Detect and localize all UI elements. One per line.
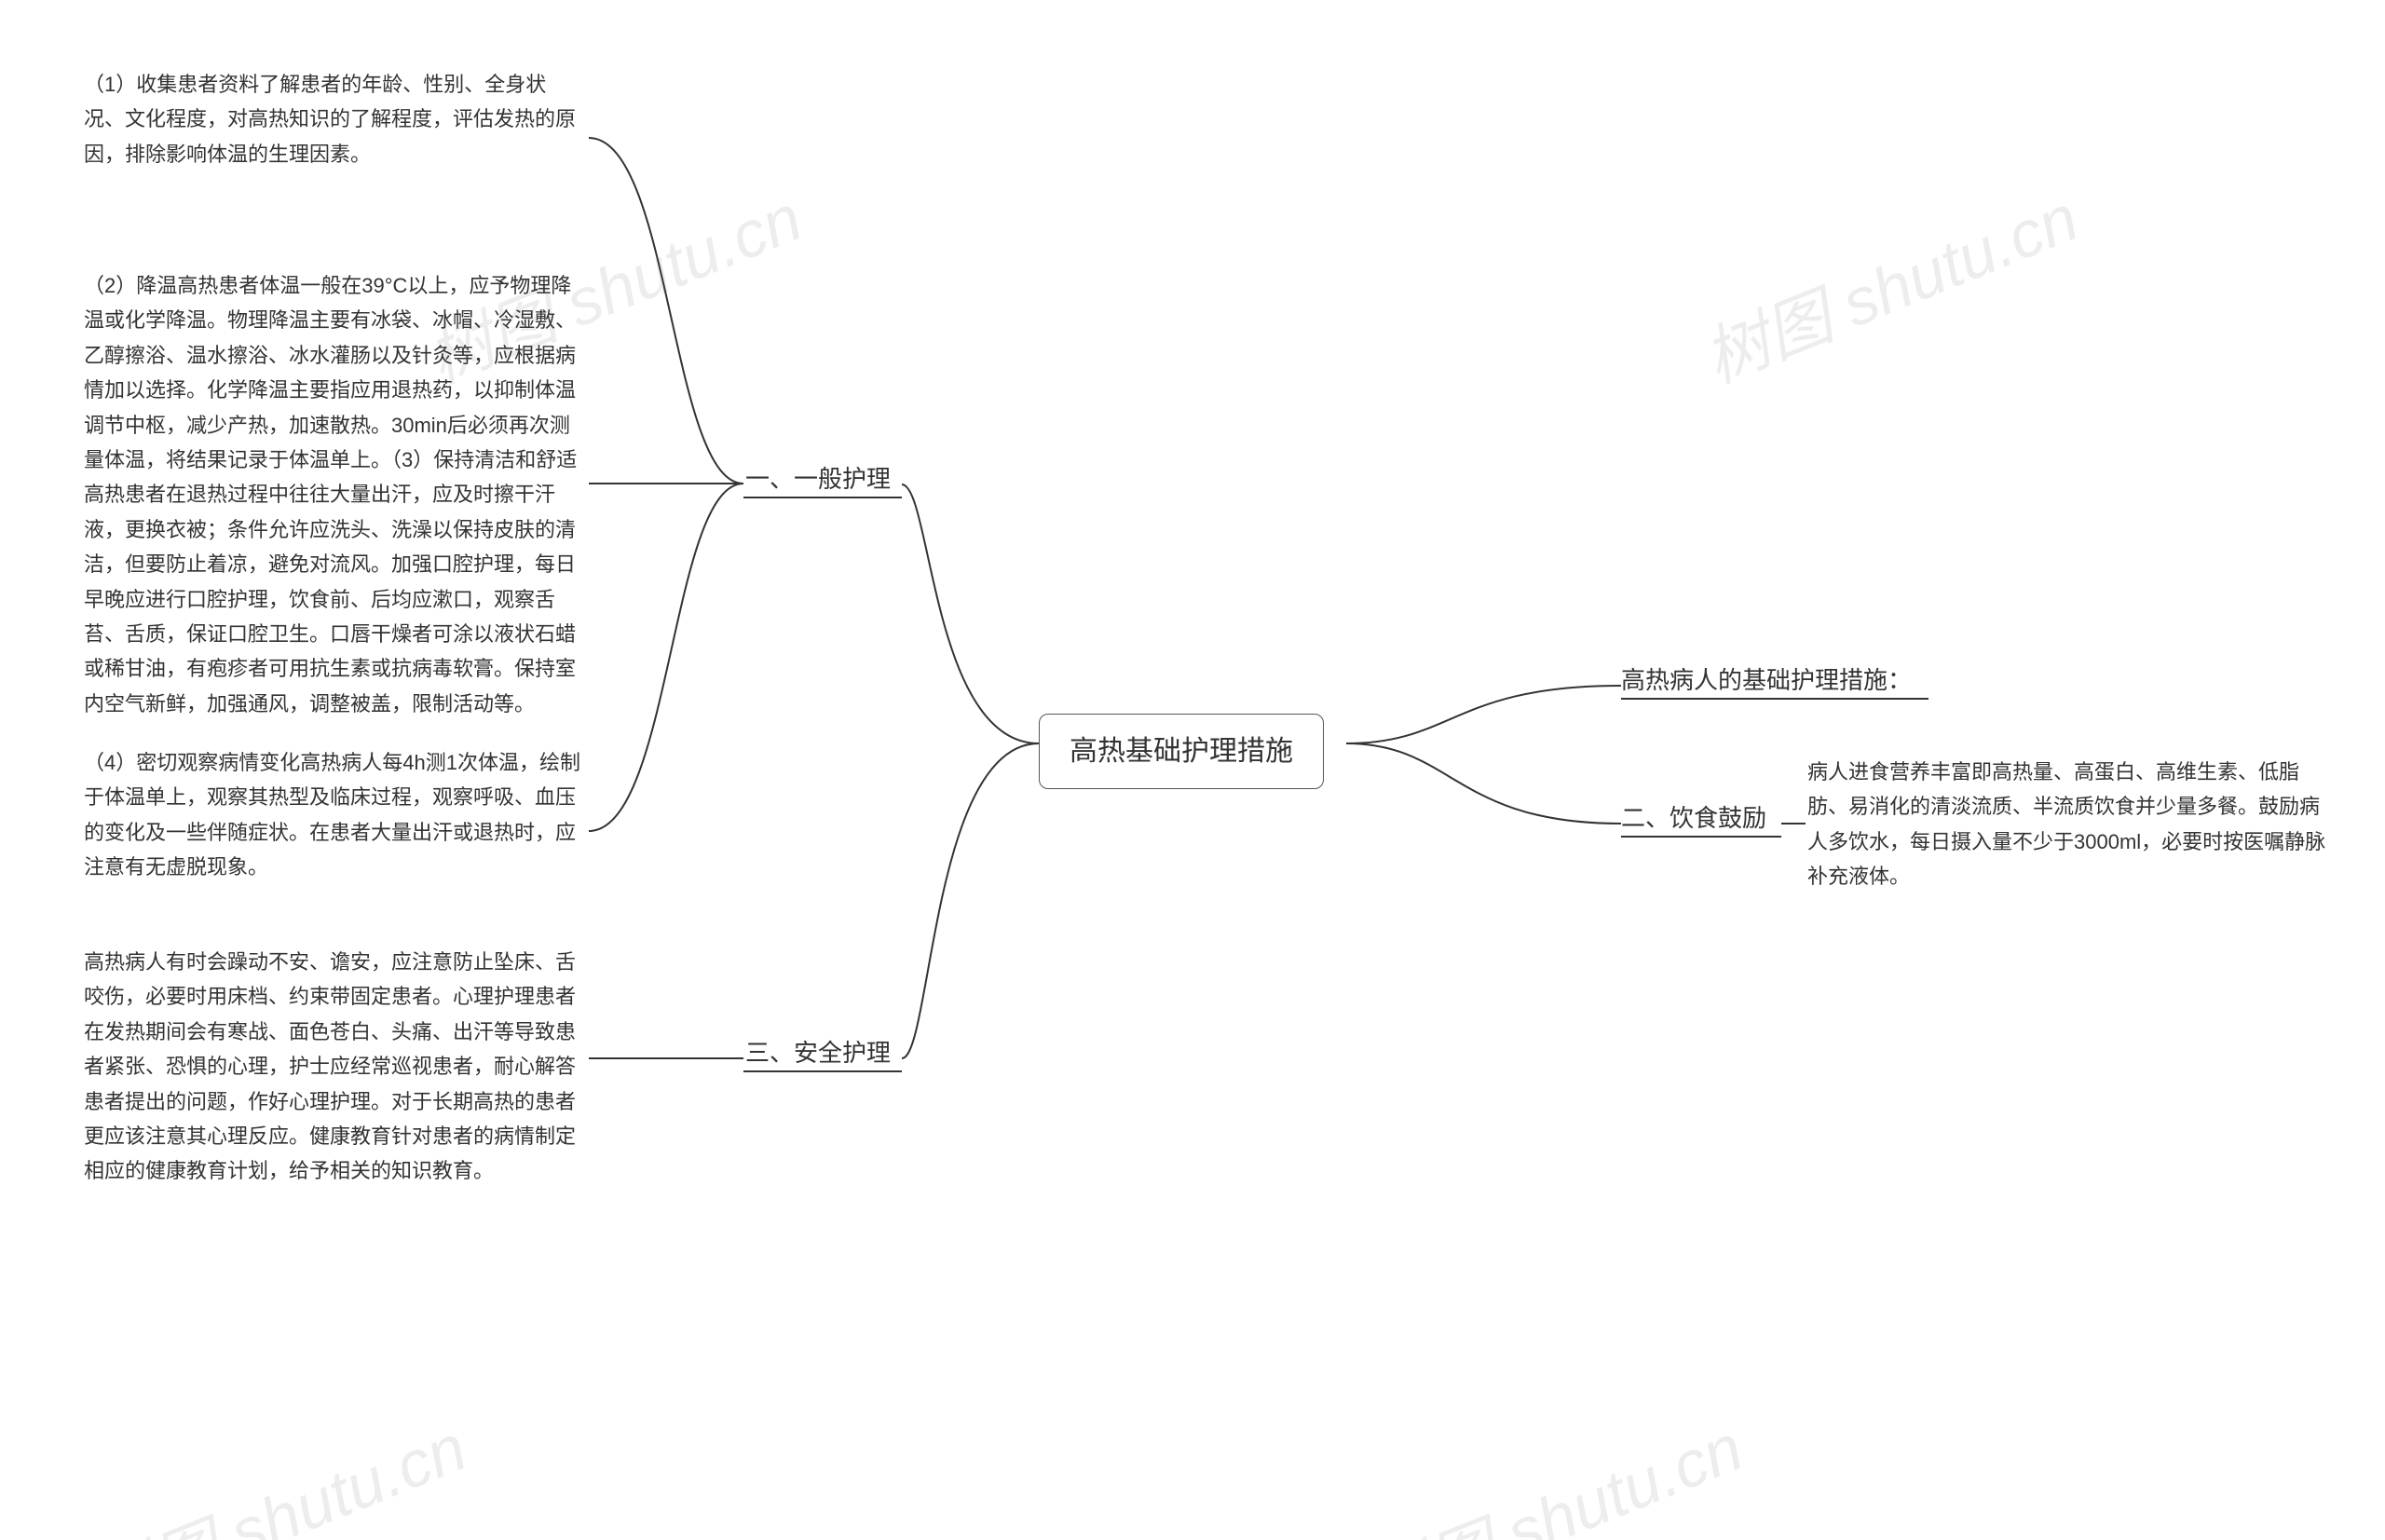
leaf-observe-condition: （4）密切观察病情变化高热病人每4h测1次体温，绘制于体温单上，观察其热型及临床… [84,745,587,885]
leaf-collect-info: （1）收集患者资料了解患者的年龄、性别、全身状况、文化程度，对高热知识的了解程度… [84,67,587,171]
leaf-cooling-and-hygiene: （2）降温高热患者体温一般在39°C以上，应予物理降温或化学降温。物理降温主要有… [84,268,587,721]
watermark: 树图 shutu.cn [1688,166,2090,402]
watermark: 树图 shutu.cn [1353,1396,1754,1540]
branch-diet[interactable]: 二、饮食鼓励 [1621,797,1766,844]
center-node[interactable]: 高热基础护理措施 [1039,714,1324,789]
branch-safety-care[interactable]: 三、安全护理 [745,1032,891,1079]
branch-general-care[interactable]: 一、一般护理 [745,458,891,505]
leaf-safety-details: 高热病人有时会躁动不安、谵安，应注意防止坠床、舌咬伤，必要时用床档、约束带固定患… [84,945,587,1189]
leaf-diet-details: 病人进食营养丰富即高热量、高蛋白、高维生素、低脂肪、易消化的清淡流质、半流质饮食… [1807,755,2329,894]
branch-intro[interactable]: 高热病人的基础护理措施： [1621,660,1912,706]
watermark: 树图 shutu.cn [76,1396,478,1540]
